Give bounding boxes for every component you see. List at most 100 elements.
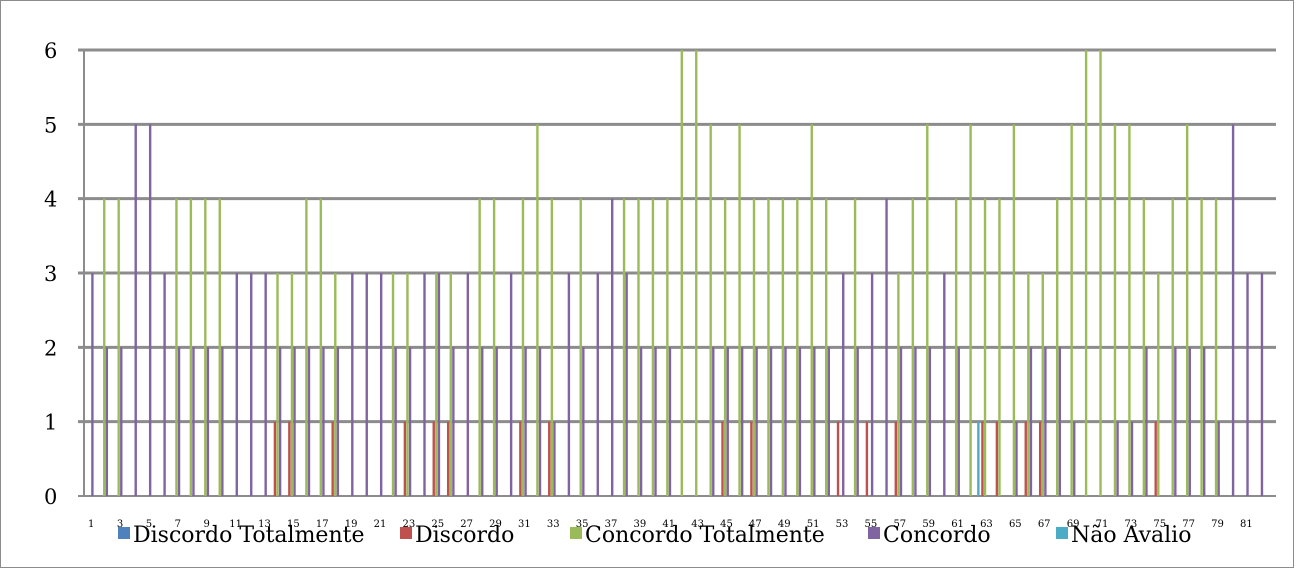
bar <box>481 347 484 496</box>
legend-label: Discordo <box>415 523 514 548</box>
bar <box>738 124 741 496</box>
x-tick-label: 17 <box>316 519 329 530</box>
bar <box>752 198 756 496</box>
bar <box>391 273 395 496</box>
bar <box>1038 421 1042 496</box>
bar <box>750 421 753 496</box>
x-tick-label: 63 <box>980 519 993 530</box>
bar <box>394 347 397 496</box>
x-tick-label: 25 <box>431 519 444 530</box>
x-axis-ticks: 1 3 5 7 9 11 13 15 17 19 21 23 25 27 29 31 33 35 37 39 41 43 4… <box>88 519 1253 530</box>
bar <box>998 198 1001 496</box>
bar <box>668 347 672 496</box>
bar <box>293 347 296 496</box>
x-tick-label: 13 <box>258 519 271 530</box>
bar <box>995 421 999 496</box>
bar <box>548 421 551 496</box>
bar <box>449 273 452 496</box>
bar <box>1231 124 1235 496</box>
bar <box>885 198 888 496</box>
x-tick-label: 73 <box>1124 519 1137 530</box>
bar <box>553 421 556 496</box>
bar <box>977 421 980 496</box>
x-tick-label: 45 <box>720 519 733 530</box>
bar <box>1058 347 1062 496</box>
bar <box>550 198 554 496</box>
legend-label: Concordo <box>883 523 991 548</box>
y-tick-label: 6 <box>44 39 57 63</box>
bar <box>767 198 770 496</box>
bar <box>1073 421 1076 496</box>
bar <box>336 347 340 496</box>
bar <box>1128 124 1131 496</box>
bar <box>798 347 802 496</box>
y-tick-label: 3 <box>44 262 57 286</box>
legend-swatch <box>400 527 412 539</box>
y-tick-label: 0 <box>44 485 57 509</box>
x-tick-label: 31 <box>518 519 531 530</box>
bar <box>379 273 383 496</box>
bar <box>680 50 683 496</box>
bar <box>250 273 253 496</box>
bar <box>781 198 785 496</box>
bar <box>856 347 859 496</box>
bar <box>319 198 323 496</box>
x-tick-label: 11 <box>229 519 242 530</box>
bar <box>596 273 599 496</box>
bar <box>853 198 857 496</box>
bar <box>452 347 455 496</box>
y-tick-label: 1 <box>44 411 57 435</box>
bar <box>134 124 137 496</box>
bar <box>709 124 712 496</box>
bar <box>206 347 210 496</box>
x-tick-label: 55 <box>865 519 878 530</box>
y-axis-ticks: 0 1 2 3 4 5 6 <box>44 39 57 509</box>
legend-swatch <box>570 527 582 539</box>
bar <box>1070 124 1073 496</box>
bar <box>331 421 334 496</box>
legend-swatch <box>1056 527 1068 539</box>
bar <box>204 198 207 496</box>
x-tick-label: 9 <box>204 519 210 530</box>
bar <box>721 421 724 496</box>
x-tick-label: 57 <box>893 519 906 530</box>
bar <box>495 347 498 496</box>
x-tick-label: 65 <box>1009 519 1022 530</box>
bar <box>1142 198 1146 496</box>
bar <box>723 198 727 496</box>
bar <box>403 421 407 496</box>
bar <box>105 347 109 496</box>
bar <box>926 124 929 496</box>
bar <box>769 347 773 496</box>
bar <box>954 198 958 496</box>
bar <box>1130 421 1134 496</box>
x-tick-label: 29 <box>489 519 502 530</box>
bar <box>611 198 614 496</box>
bar <box>1113 124 1117 496</box>
bar <box>1099 50 1102 496</box>
bar <box>435 273 438 496</box>
bar <box>842 273 845 496</box>
bar <box>1041 273 1044 496</box>
bar <box>536 124 539 496</box>
legend-label: Concordo Totalmente <box>585 523 825 548</box>
bar <box>1185 124 1189 496</box>
bar <box>1188 347 1191 496</box>
bar <box>1200 198 1203 496</box>
x-tick-label: 59 <box>922 519 935 530</box>
bar <box>1015 421 1018 496</box>
bar <box>1214 198 1218 496</box>
bar <box>666 198 669 496</box>
x-tick-label: 41 <box>662 519 675 530</box>
bar <box>519 421 522 496</box>
x-tick-label: 43 <box>691 519 704 530</box>
x-tick-label: 21 <box>374 519 387 530</box>
bar <box>943 273 946 496</box>
bar <box>288 421 291 496</box>
bar <box>290 273 294 496</box>
bar <box>466 273 470 496</box>
bar <box>91 273 94 496</box>
legend-label: Discordo Totalmente <box>133 523 364 548</box>
bar <box>177 347 181 496</box>
